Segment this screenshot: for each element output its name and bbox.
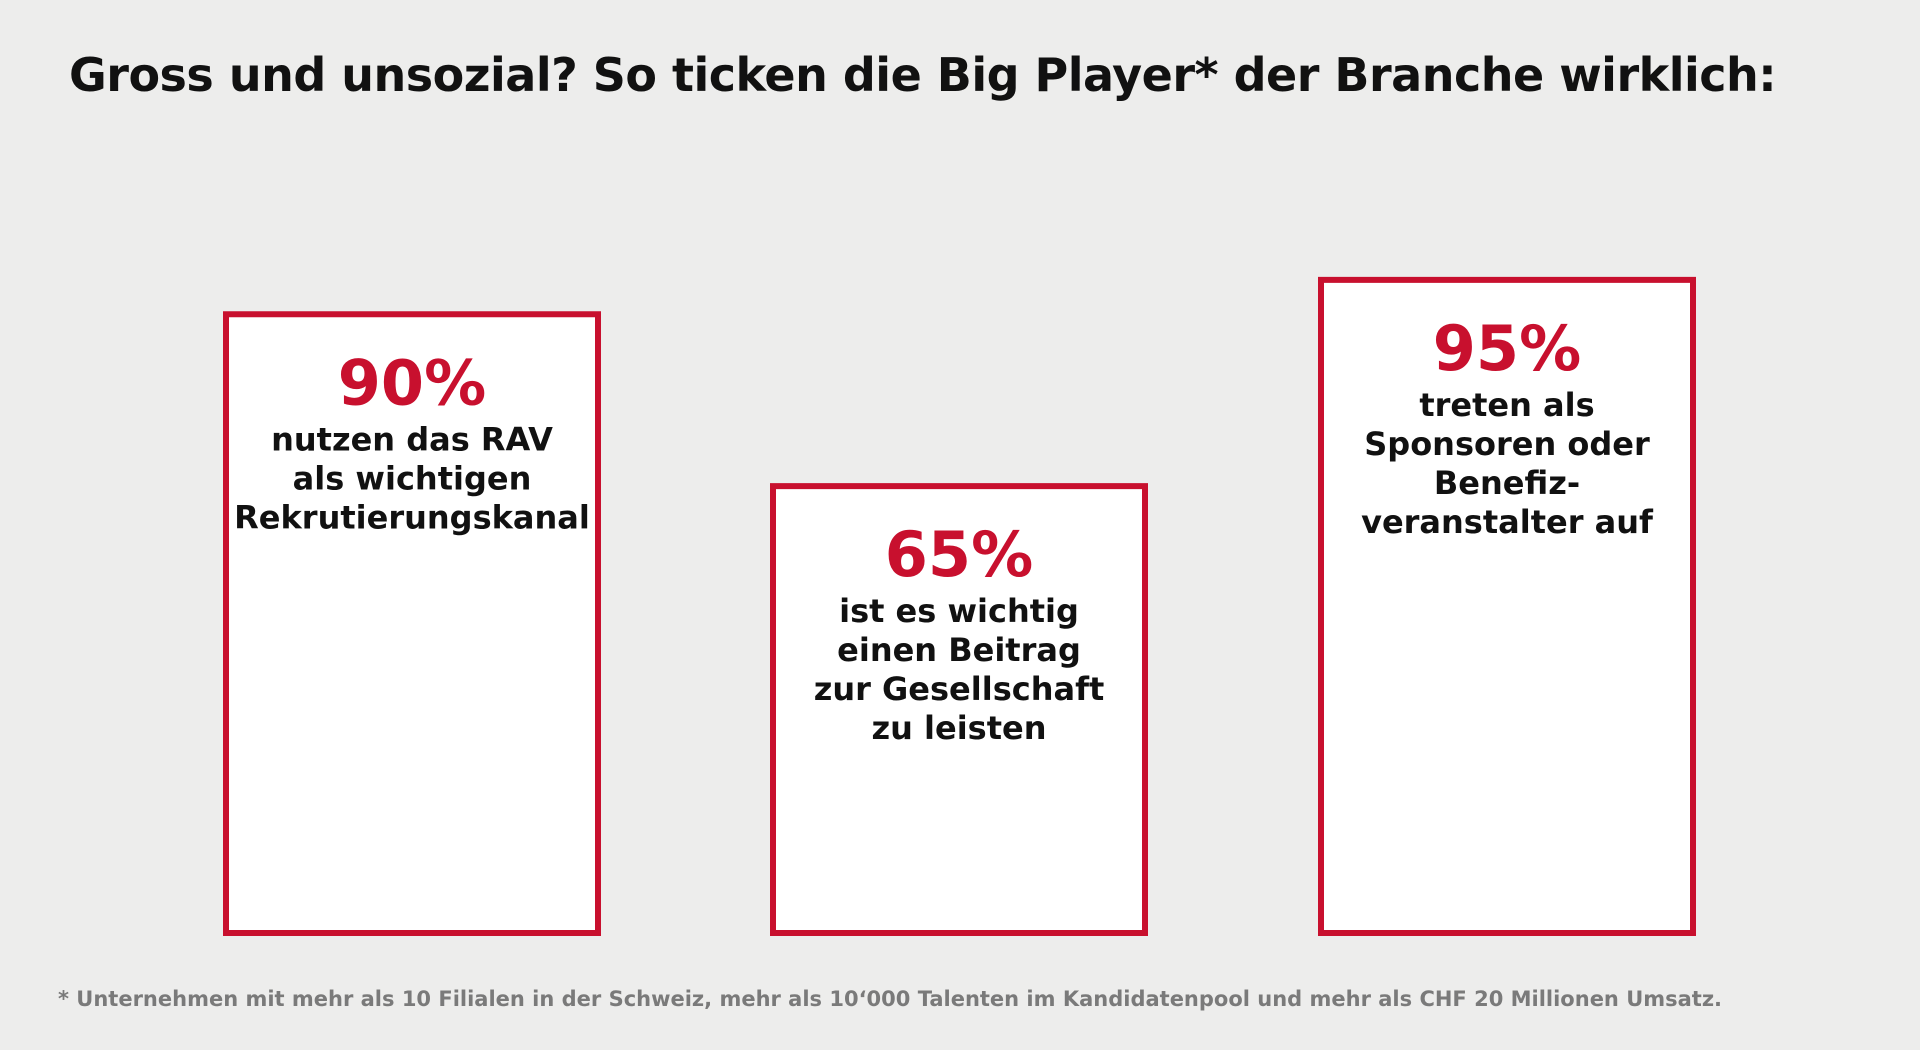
bar-3 <box>1318 276 1696 936</box>
bar-1-description-line: als wichtigen <box>293 459 532 497</box>
bar-3-value-label: 95% <box>1433 312 1581 385</box>
bar-3-description-line: Benefiz- <box>1434 464 1580 502</box>
bar-2-description-line: einen Beitrag <box>837 631 1081 669</box>
bar-2-value-label: 65% <box>885 518 1033 591</box>
bar-2-description-line: ist es wichtig <box>839 592 1079 630</box>
bar-3-description-line: Sponsoren oder <box>1364 425 1650 463</box>
bar-1-value-label: 90% <box>338 346 486 419</box>
bar-2 <box>770 483 1148 936</box>
chart-title: Gross und unsozial? So ticken die Big Pl… <box>69 48 1777 102</box>
bar-1-description-line: nutzen das RAV <box>271 420 553 458</box>
bar-3-description-line: treten als <box>1419 386 1594 424</box>
bar-3-description-line: veranstalter auf <box>1361 503 1654 541</box>
bar-1 <box>223 311 601 936</box>
footnote: * Unternehmen mit mehr als 10 Filialen i… <box>58 987 1723 1011</box>
bar-2-description-line: zur Gesellschaft <box>814 670 1105 708</box>
bar-1-description-line: Rekrutierungskanal <box>234 498 590 536</box>
bar-2-description-line: zu leisten <box>871 709 1046 747</box>
